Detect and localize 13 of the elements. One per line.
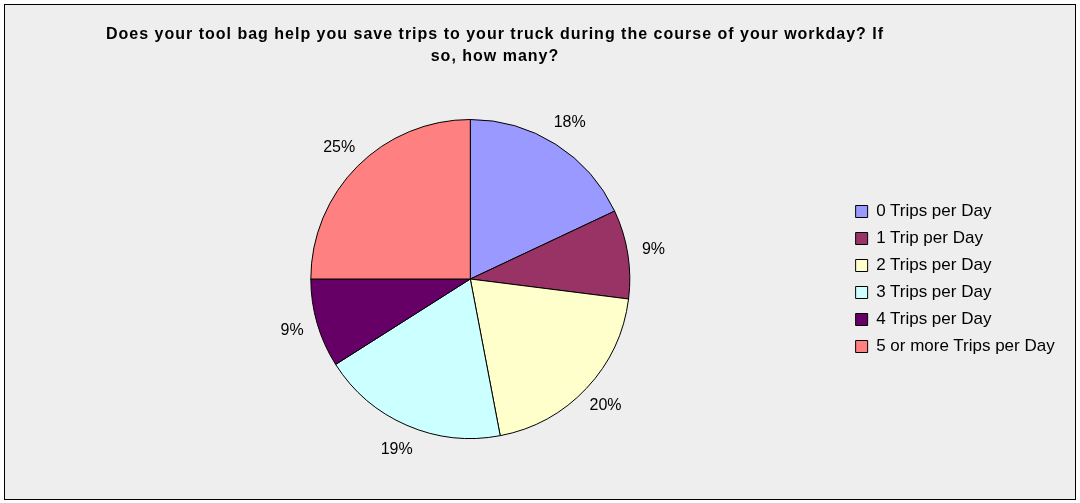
data-label: 25% <box>323 138 356 156</box>
data-label: 9% <box>280 321 304 339</box>
legend-label: 4 Trips per Day <box>876 309 992 329</box>
legend-label: 3 Trips per Day <box>876 282 992 302</box>
chart-title: Does your tool bag help you save trips to your truck during the course of your workday? If so, how many? <box>105 24 885 66</box>
data-label: 19% <box>380 439 413 457</box>
legend-label: 0 Trips per Day <box>876 201 992 221</box>
data-label: 9% <box>641 240 666 258</box>
data-label: 18% <box>553 112 586 130</box>
legend-label: 2 Trips per Day <box>876 255 992 275</box>
legend-label: 5 or more Trips per Day <box>876 336 1056 356</box>
legend-label: 1 Trip per Day <box>876 228 984 248</box>
data-label: 20% <box>589 396 622 414</box>
